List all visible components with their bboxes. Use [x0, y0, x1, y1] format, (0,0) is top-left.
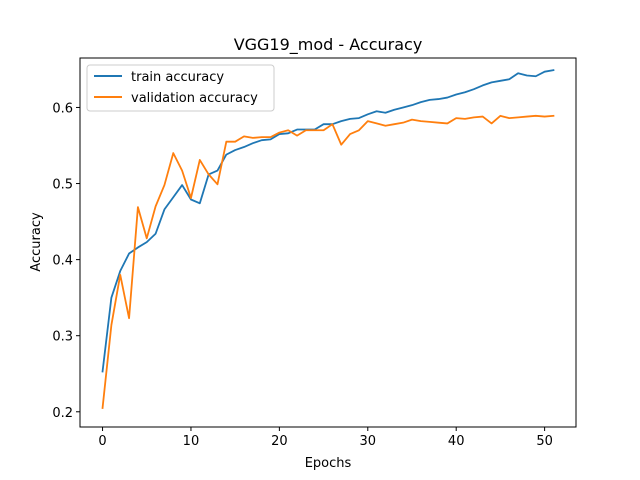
series-layer [101, 69, 555, 409]
plot-frame [79, 57, 577, 428]
legend: train accuracy validation accuracy [86, 64, 275, 112]
x-tick-label: 50 [536, 434, 553, 449]
x-tick-label: 0 [98, 434, 106, 449]
legend-label-train-accuracy: train accuracy [131, 70, 224, 85]
series-line-validation-accuracy [101, 114, 555, 409]
y-axis-ticks: 0.2 0.3 0.4 0.5 0.6 [52, 101, 80, 421]
y-tick-label: 0.3 [52, 330, 73, 345]
plot-area [79, 57, 577, 428]
x-tick-label: 10 [183, 434, 200, 449]
y-tick-label: 0.4 [52, 254, 73, 269]
y-tick-label: 0.5 [52, 178, 73, 193]
series-line-train-accuracy [101, 69, 555, 373]
x-axis-ticks: 0 10 20 30 40 50 [98, 427, 553, 449]
x-tick-label: 30 [360, 434, 377, 449]
chart-title: VGG19_mod - Accuracy [234, 35, 423, 55]
y-tick-label: 0.6 [52, 101, 73, 116]
x-tick-label: 20 [271, 434, 288, 449]
y-tick-label: 0.2 [52, 406, 73, 421]
legend-box [86, 64, 275, 112]
x-axis-label: Epochs [305, 456, 352, 471]
x-tick-label: 40 [448, 434, 465, 449]
y-axis-label: Accuracy [29, 212, 44, 272]
legend-label-validation-accuracy: validation accuracy [131, 91, 258, 106]
